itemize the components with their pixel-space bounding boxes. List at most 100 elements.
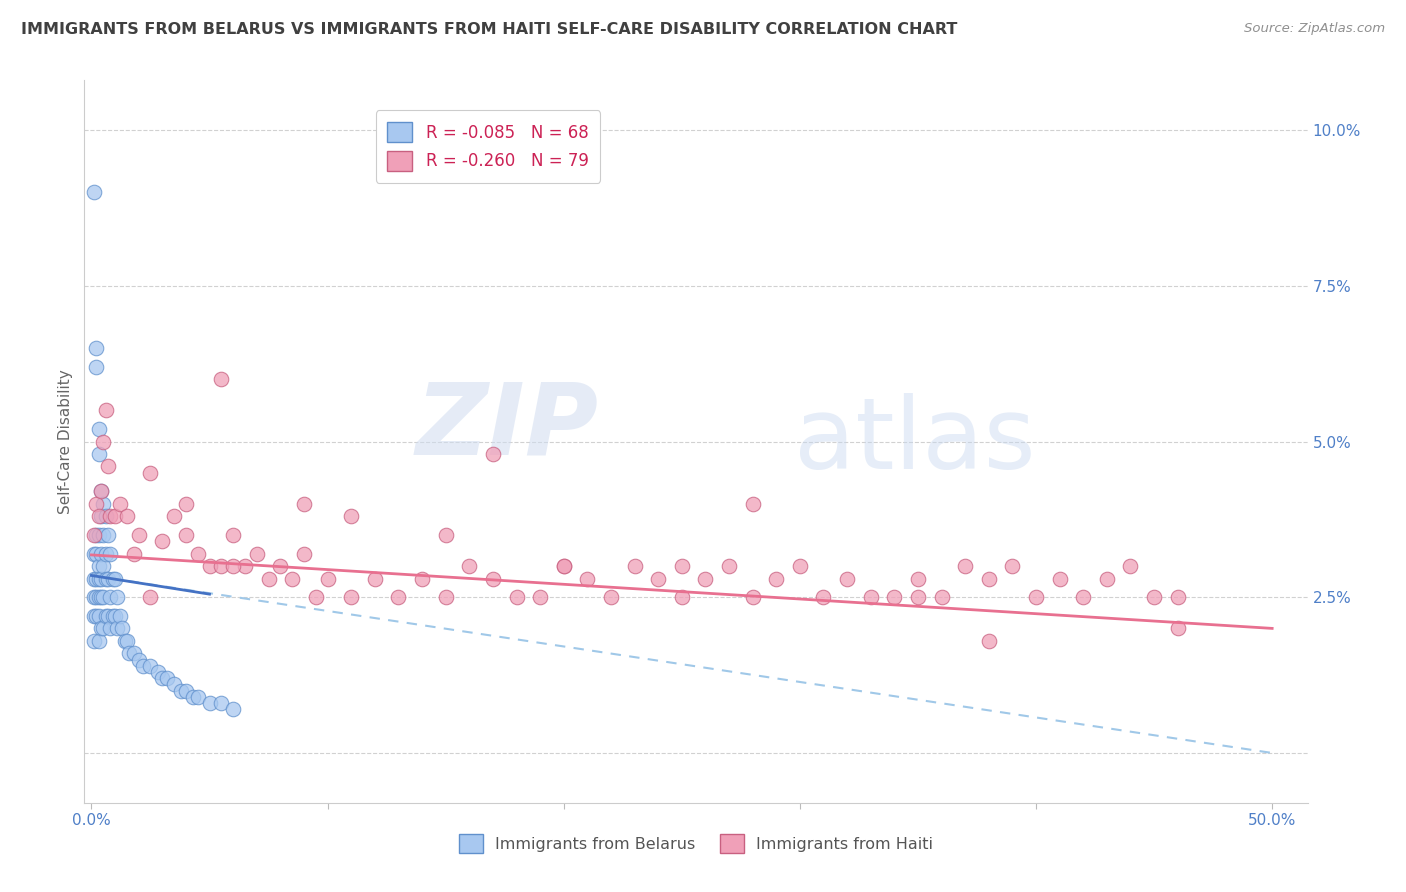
Point [482,572,505,586]
Point [128,652,150,666]
Point [316,572,339,586]
Point [789,559,811,574]
Point [84,497,107,511]
Point [84,341,107,355]
Point [340,591,363,605]
Point [209,696,232,710]
Point [87,528,110,542]
Text: IMMIGRANTS FROM BELARUS VS IMMIGRANTS FROM HAITI SELF-CARE DISABILITY CORRELATIO: IMMIGRANTS FROM BELARUS VS IMMIGRANTS FR… [21,22,957,37]
Point [505,591,527,605]
Point [128,528,150,542]
Point [87,609,110,624]
Point [84,359,107,374]
Point [222,702,245,716]
Point [163,677,186,691]
Point [1167,621,1189,635]
Point [364,572,387,586]
Point [209,559,232,574]
Point [91,497,114,511]
Point [765,572,787,586]
Point [84,572,107,586]
Point [434,528,457,542]
Point [883,591,905,605]
Point [222,559,245,574]
Point [553,559,575,574]
Legend: Immigrants from Belarus, Immigrants from Haiti: Immigrants from Belarus, Immigrants from… [453,828,939,860]
Point [83,633,105,648]
Point [90,591,112,605]
Point [209,372,232,386]
Point [150,671,173,685]
Point [83,528,105,542]
Point [529,591,551,605]
Point [953,559,976,574]
Point [181,690,204,704]
Point [83,609,105,624]
Point [198,559,221,574]
Point [104,609,127,624]
Point [281,572,304,586]
Point [98,547,121,561]
Point [1071,591,1094,605]
Point [139,658,162,673]
Point [741,497,763,511]
Point [111,621,134,635]
Y-axis label: Self-Care Disability: Self-Care Disability [58,369,73,514]
Point [98,621,121,635]
Point [977,633,1000,648]
Point [84,609,107,624]
Point [108,497,131,511]
Point [233,559,256,574]
Point [87,447,110,461]
Point [97,528,120,542]
Point [1001,559,1024,574]
Point [187,690,209,704]
Point [163,509,186,524]
Point [813,591,835,605]
Point [146,665,169,679]
Point [139,591,162,605]
Text: Source: ZipAtlas.com: Source: ZipAtlas.com [1244,22,1385,36]
Point [94,547,117,561]
Point [84,547,107,561]
Point [94,609,117,624]
Point [87,509,110,524]
Point [434,591,457,605]
Point [97,609,120,624]
Point [741,591,763,605]
Point [87,422,110,436]
Text: atlas: atlas [794,393,1035,490]
Point [90,572,112,586]
Point [174,497,197,511]
Point [257,572,280,586]
Point [98,509,121,524]
Point [87,559,110,574]
Point [91,528,114,542]
Point [907,572,929,586]
Point [94,403,117,417]
Point [305,591,328,605]
Point [122,547,145,561]
Point [156,671,179,685]
Point [718,559,741,574]
Point [931,591,953,605]
Point [576,572,599,586]
Point [132,658,155,673]
Point [115,633,138,648]
Point [107,591,129,605]
Point [122,646,145,660]
Point [94,572,117,586]
Point [83,591,105,605]
Point [91,559,114,574]
Point [114,633,136,648]
Point [292,497,315,511]
Point [84,528,107,542]
Point [90,547,112,561]
Point [1143,591,1166,605]
Point [859,591,882,605]
Point [482,447,505,461]
Point [695,572,717,586]
Point [1119,559,1142,574]
Point [91,591,114,605]
Text: ZIP: ZIP [415,378,598,475]
